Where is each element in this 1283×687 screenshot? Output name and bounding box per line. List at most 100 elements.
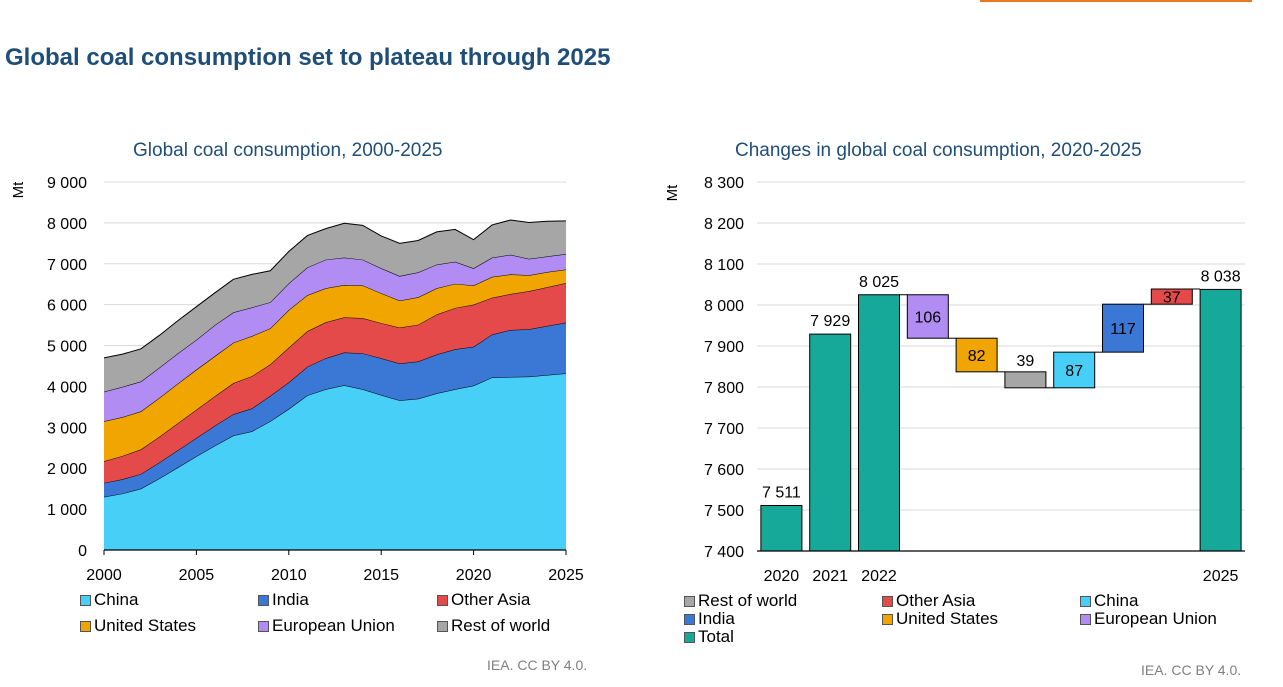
- legend-label: United States: [896, 609, 999, 628]
- legend-swatch: [437, 594, 448, 606]
- legend-swatch: [684, 595, 695, 607]
- area-y-tick-label: 2 000: [47, 461, 87, 478]
- area-series-india: [104, 322, 566, 497]
- legend-swatch: [80, 594, 91, 606]
- area-y-tick-label: 9 000: [47, 175, 87, 192]
- area-series-edge: [103, 219, 567, 359]
- wf-data-label: 106: [914, 309, 941, 326]
- area-x-tick-label: 2015: [363, 567, 399, 584]
- area-x-tick-label: 2005: [179, 567, 215, 584]
- area-series-united-states: [104, 269, 566, 462]
- legend-label: Rest of world: [698, 591, 798, 610]
- wf-data-label: 117: [1110, 321, 1136, 338]
- top-accent-line: [980, 0, 1252, 2]
- area-chart-title: Global coal consumption, 2000-2025: [133, 140, 443, 161]
- legend-swatch: [258, 594, 269, 606]
- wf-data-label: 8 038: [1201, 268, 1241, 285]
- area-x-tick-label: 2020: [456, 567, 492, 584]
- wf-x-tick-label: 2020: [764, 568, 800, 585]
- legend-label: China: [1094, 591, 1139, 610]
- area-x-tick-label: 2025: [548, 567, 584, 584]
- wf-bar-india: [1102, 303, 1144, 353]
- area-y-tick-label: 0: [78, 543, 87, 560]
- wf-x-tick-label: 2022: [861, 568, 897, 585]
- area-y-tick-label: 8 000: [47, 216, 87, 233]
- wf-y-tick-label: 7 800: [704, 380, 744, 397]
- legend-label: European Union: [1094, 609, 1217, 628]
- wf-y-tick-label: 8 100: [704, 257, 744, 274]
- wf-data-label: 39: [1017, 353, 1035, 370]
- legend-label: Rest of world: [451, 616, 551, 635]
- legend-swatch: [684, 613, 695, 625]
- wf-y-tick-label: 8 200: [704, 216, 744, 233]
- page-title: Global coal consumption set to plateau t…: [5, 44, 611, 71]
- wf-y-tick-label: 7 600: [704, 462, 744, 479]
- wf-y-tick-label: 7 400: [704, 544, 744, 561]
- wf-y-axis-label: Mt: [664, 184, 681, 201]
- wf-data-label: 37: [1163, 290, 1181, 307]
- legend-label: India: [698, 609, 735, 628]
- legend-swatch: [437, 620, 448, 632]
- area-y-tick-label: 1 000: [47, 502, 87, 519]
- wf-legend-item: Total: [684, 627, 734, 647]
- legend-label: India: [272, 590, 309, 609]
- area-legend-item: Rest of world: [437, 616, 550, 636]
- area-series-rest-of-world: [104, 220, 566, 392]
- wf-x-tick-label: 2025: [1203, 568, 1239, 585]
- area-y-tick-label: 7 000: [47, 257, 87, 274]
- area-legend-item: United States: [80, 616, 196, 636]
- wf-legend-item: Other Asia: [882, 591, 975, 611]
- legend-swatch: [1080, 595, 1091, 607]
- area-y-tick-label: 3 000: [47, 420, 87, 437]
- wf-bar-china: [1053, 351, 1096, 389]
- legend-label: Other Asia: [451, 590, 531, 609]
- legend-swatch: [258, 620, 269, 632]
- wf-bar-european-union: [906, 294, 949, 339]
- area-legend-item: Other Asia: [437, 590, 530, 610]
- area-x-tick-label: 2000: [86, 567, 122, 584]
- wf-data-label: 7 511: [762, 484, 801, 501]
- wf-y-tick-label: 8 000: [704, 298, 744, 315]
- area-series-other-asia: [104, 282, 566, 483]
- credit-right: IEA. CC BY 4.0.: [1141, 662, 1242, 678]
- wf-data-label: 7 929: [810, 313, 850, 330]
- wf-data-label: 82: [968, 348, 986, 365]
- area-x-tick-label: 2010: [271, 567, 307, 584]
- legend-swatch: [882, 595, 893, 607]
- area-legend-item: India: [258, 590, 309, 610]
- legend-swatch: [882, 613, 893, 625]
- wf-legend-item: European Union: [1080, 609, 1217, 629]
- legend-label: European Union: [272, 616, 395, 635]
- wf-legend-item: India: [684, 609, 735, 629]
- legend-label: United States: [94, 616, 197, 635]
- wf-y-tick-label: 8 300: [704, 175, 744, 192]
- wf-y-tick-label: 7 900: [704, 339, 744, 356]
- area-y-tick-label: 4 000: [47, 379, 87, 396]
- area-series-china: [104, 373, 566, 550]
- wf-legend-item: United States: [882, 609, 998, 629]
- area-y-axis-label: Mt: [10, 181, 27, 198]
- wf-bar-rest-of-world: [1004, 371, 1047, 389]
- wf-bar-2021: [809, 333, 852, 552]
- legend-swatch: [1080, 613, 1091, 625]
- legend-swatch: [80, 620, 91, 632]
- wf-bar-2020: [760, 504, 803, 552]
- wf-y-tick-label: 7 500: [704, 503, 744, 520]
- wf-x-tick-label: 2021: [812, 568, 848, 585]
- wf-legend-item: China: [1080, 591, 1138, 611]
- area-y-tick-label: 5 000: [47, 339, 87, 356]
- wf-legend-item: Rest of world: [684, 591, 797, 611]
- area-y-tick-label: 6 000: [47, 298, 87, 315]
- legend-swatch: [684, 631, 695, 643]
- area-legend-item: European Union: [258, 616, 395, 636]
- wf-bar-other-asia: [1150, 288, 1193, 305]
- wf-bar-2022: [858, 294, 900, 552]
- legend-label: Total: [698, 627, 734, 646]
- wf-y-tick-label: 7 700: [704, 421, 744, 438]
- area-legend-item: China: [80, 590, 138, 610]
- waterfall-chart-title: Changes in global coal consumption, 2020…: [735, 140, 1142, 161]
- credit-left: IEA. CC BY 4.0.: [487, 657, 588, 673]
- wf-bar-2025: [1199, 288, 1242, 552]
- area-chart: 0 1 000 2 000 3 000 4 000 5 000 6 000 7 000 8 00…: [10, 175, 584, 584]
